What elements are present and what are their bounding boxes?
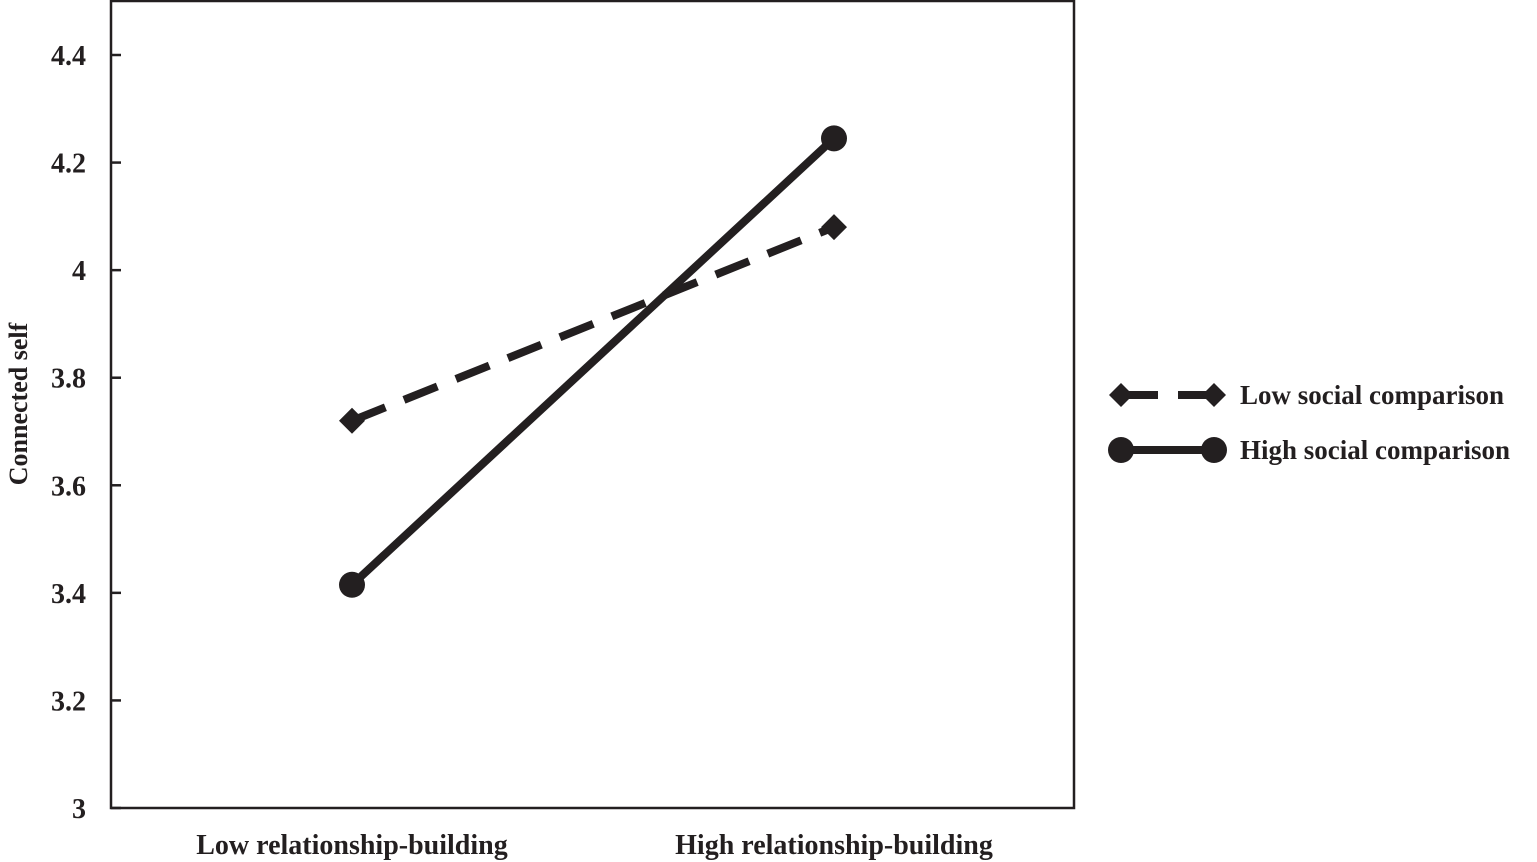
legend-label: High social comparison: [1240, 435, 1510, 465]
y-tick-label: 4.4: [51, 41, 86, 72]
y-tick-label: 4: [72, 256, 86, 287]
data-point-circle: [821, 125, 847, 152]
data-point-diamond: [821, 214, 847, 241]
series-layer: [339, 125, 847, 598]
series-line: [349, 135, 837, 588]
x-tick-label: Low relationship-building: [196, 830, 507, 861]
y-axis: 3 3.2 3.4 3.6 3.8 4 4.2 4.4: [51, 41, 121, 825]
plot-frame: [109, 0, 1076, 810]
data-point-diamond: [339, 407, 365, 434]
legend: Low social comparison High social compari…: [1108, 380, 1510, 465]
data-point-circle: [339, 571, 365, 598]
series-low-social-comparison: [339, 214, 847, 434]
y-tick-label: 3.6: [51, 471, 86, 502]
legend-item: High social comparison: [1108, 435, 1510, 465]
series-line: [350, 223, 836, 425]
legend-label: Low social comparison: [1240, 380, 1504, 410]
legend-item: Low social comparison: [1109, 380, 1504, 410]
legend-circle-marker: [1201, 437, 1227, 463]
y-tick-label: 3.8: [51, 364, 86, 395]
y-tick-label: 3.4: [51, 579, 86, 610]
x-axis: Low relationship-building High relationsh…: [196, 830, 993, 861]
y-tick-label: 3: [72, 794, 86, 825]
series-high-social-comparison: [339, 125, 847, 598]
legend-diamond-marker: [1109, 383, 1133, 407]
y-tick-label: 3.2: [51, 686, 86, 717]
y-axis-title: Connected self: [4, 322, 33, 485]
y-tick-label: 4.2: [51, 149, 86, 180]
x-tick-label: High relationship-building: [675, 830, 993, 861]
legend-diamond-marker: [1202, 383, 1226, 407]
legend-circle-marker: [1108, 437, 1134, 463]
